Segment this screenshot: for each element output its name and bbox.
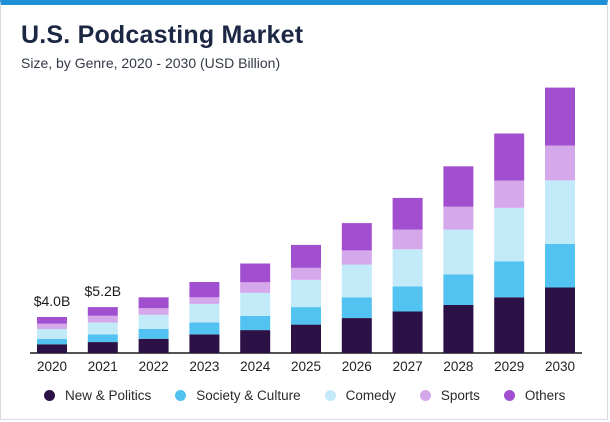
chart-subtitle: Size, by Genre, 2020 - 2030 (USD Billion… xyxy=(21,55,281,71)
bar-2021-new-politics xyxy=(87,342,118,353)
bar-2027-sports xyxy=(392,229,423,250)
bar-2021-comedy xyxy=(87,322,118,335)
legend-label: Comedy xyxy=(345,387,396,403)
bar-2021-sports xyxy=(87,315,118,323)
bar-2023-new-politics xyxy=(189,334,220,353)
bar-2023-sports xyxy=(189,297,220,304)
x-tick-label: 2025 xyxy=(291,359,321,374)
x-tick-label: 2028 xyxy=(443,359,473,374)
legend-label: Others xyxy=(524,387,566,403)
bar-2025-comedy xyxy=(291,279,321,308)
bar-2024-society-culture xyxy=(240,315,271,331)
x-tick-label: 2021 xyxy=(88,359,118,374)
bar-2022-comedy xyxy=(138,314,169,329)
bar-2028-others xyxy=(443,166,474,207)
bar-2022-sports xyxy=(138,308,169,315)
bar-2027-new-politics xyxy=(392,311,423,353)
bar-2028-society-culture xyxy=(443,274,474,305)
bar-2030-comedy xyxy=(545,180,575,244)
bar-2030-new-politics xyxy=(545,287,575,353)
x-tick-label: 2024 xyxy=(240,359,271,374)
legend-swatch xyxy=(175,389,187,401)
bar-2030-society-culture xyxy=(545,243,575,288)
bar-2023-society-culture xyxy=(189,322,220,335)
bar-2027-comedy xyxy=(392,249,423,287)
bar-2027-others xyxy=(392,197,423,230)
bar-2024-others xyxy=(240,263,271,283)
data-label-2021: $5.2B xyxy=(85,283,122,299)
legend-item-new-politics: New & Politics xyxy=(44,388,151,403)
bar-2026-new-politics xyxy=(341,318,372,353)
bar-2025-sports xyxy=(291,267,321,280)
bar-2025-new-politics xyxy=(291,324,321,353)
legend-swatch xyxy=(503,389,515,401)
bar-2025-society-culture xyxy=(291,307,321,325)
bar-2029-society-culture xyxy=(494,261,525,298)
legend-swatch xyxy=(324,389,336,401)
bar-2022-others xyxy=(138,297,169,309)
x-tick-label: 2020 xyxy=(37,359,67,374)
bar-2029-comedy xyxy=(494,207,525,262)
legend-item-sports: Sports xyxy=(419,387,480,403)
bar-2026-sports xyxy=(341,250,372,265)
bar-2021-others xyxy=(87,307,118,316)
legend-swatch xyxy=(44,389,55,401)
legend-swatch xyxy=(419,389,431,401)
bar-2028-comedy xyxy=(443,229,474,275)
bar-2021-society-culture xyxy=(87,334,118,342)
bar-2020-comedy xyxy=(37,329,67,339)
bar-2024-sports xyxy=(240,282,271,293)
legend-label: New & Politics xyxy=(65,387,152,403)
bar-2022-new-politics xyxy=(138,338,169,353)
bar-2023-comedy xyxy=(189,303,220,323)
bar-2024-comedy xyxy=(240,292,271,316)
x-tick-label: 2029 xyxy=(494,359,524,374)
bar-2026-others xyxy=(341,223,372,251)
legend-label: Sports xyxy=(440,387,480,403)
legend-item-others: Others xyxy=(503,387,566,403)
bar-2030-others xyxy=(545,87,575,146)
chart-legend: New & Politics Society & Culture Comedy Spo… xyxy=(44,386,565,404)
data-label-2020: $4.0B xyxy=(34,293,71,309)
bar-2028-new-politics xyxy=(443,305,474,353)
chart-title: U.S. Podcasting Market xyxy=(21,21,304,49)
bar-2024-new-politics xyxy=(240,330,271,353)
x-tick-label: 2022 xyxy=(139,359,169,374)
bar-2026-comedy xyxy=(341,264,372,298)
bar-2029-others xyxy=(494,133,525,181)
bar-2030-sports xyxy=(545,145,575,181)
bar-2029-new-politics xyxy=(494,297,525,353)
x-tick-label: 2030 xyxy=(545,359,575,374)
bar-2020-new-politics xyxy=(37,344,67,353)
bar-2025-others xyxy=(291,244,321,268)
x-tick-labels: 2020 2021 2022 2023 2024 2025 2026 2027 2028 2029… xyxy=(37,359,575,374)
legend-item-comedy: Comedy xyxy=(324,387,396,403)
bar-2022-society-culture xyxy=(138,329,169,339)
x-tick-label: 2026 xyxy=(342,359,372,374)
bar-2020-others xyxy=(37,317,67,324)
bar-2027-society-culture xyxy=(392,286,423,312)
bar-2023-others xyxy=(189,282,220,298)
bar-2029-sports xyxy=(494,180,525,208)
bar-2020-society-culture xyxy=(37,338,67,345)
bars-group xyxy=(37,87,575,353)
data-labels: $4.0B $5.2B xyxy=(34,283,121,309)
legend-item-society-culture: Society & Culture xyxy=(175,387,301,403)
legend-label: Society & Culture xyxy=(196,387,301,403)
bar-2026-society-culture xyxy=(341,297,372,318)
bar-2028-sports xyxy=(443,206,474,230)
bar-2020-sports xyxy=(37,323,67,329)
x-tick-label: 2027 xyxy=(393,359,423,374)
x-tick-label: 2023 xyxy=(189,359,219,374)
